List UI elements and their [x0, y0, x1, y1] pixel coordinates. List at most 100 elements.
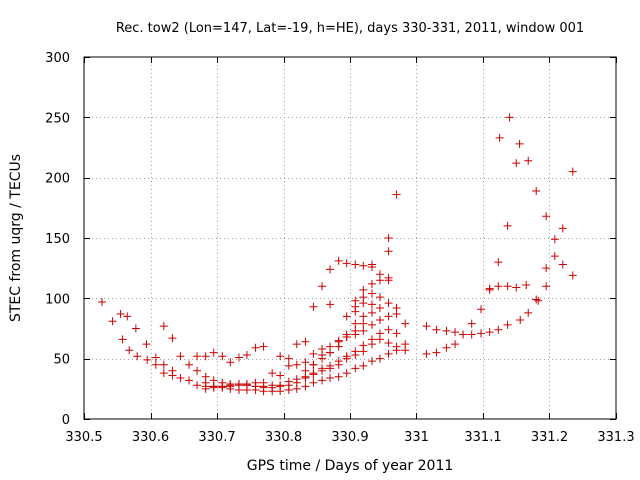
data-point	[384, 247, 393, 256]
data-point	[375, 303, 384, 312]
data-point	[494, 258, 503, 267]
data-point	[176, 373, 185, 382]
data-point	[384, 299, 393, 308]
data-point	[326, 361, 335, 370]
data-point	[309, 360, 318, 369]
data-point	[334, 372, 343, 381]
data-point	[359, 261, 368, 270]
x-tick-label: 330.6	[132, 430, 169, 445]
data-point	[116, 310, 125, 319]
data-point	[516, 316, 525, 325]
data-point	[532, 186, 541, 195]
data-point	[359, 312, 368, 321]
data-point	[477, 305, 486, 314]
data-point	[359, 341, 368, 350]
data-point	[367, 300, 376, 309]
data-point	[359, 319, 368, 328]
data-point	[131, 324, 140, 333]
data-point	[351, 319, 360, 328]
data-point	[568, 167, 577, 176]
data-point	[558, 260, 567, 269]
data-point	[209, 348, 218, 357]
data-point	[359, 285, 368, 294]
data-point	[367, 262, 376, 271]
data-point	[542, 264, 551, 273]
data-point	[542, 212, 551, 221]
data-point	[342, 259, 351, 268]
data-point	[359, 293, 368, 302]
data-point	[375, 354, 384, 363]
data-point	[451, 340, 460, 349]
data-point	[151, 353, 160, 362]
data-point	[242, 351, 251, 360]
data-point	[401, 340, 410, 349]
y-tick-label: 200	[45, 172, 70, 187]
data-point	[201, 384, 210, 393]
data-point	[226, 358, 235, 367]
data-point	[384, 276, 393, 285]
data-point	[495, 133, 504, 142]
data-point	[133, 352, 142, 361]
data-point	[524, 156, 533, 165]
data-point	[485, 285, 494, 294]
x-tick-label: 330.8	[265, 430, 302, 445]
data-point	[268, 381, 277, 390]
data-point	[550, 235, 559, 244]
data-point	[375, 293, 384, 302]
data-point	[193, 366, 202, 375]
data-point	[534, 296, 543, 305]
axis-ticks: 330.5 330.6 330.7 330.8 330.9 331 331.1 331.2 33…	[45, 51, 634, 445]
x-tick-label: 331.2	[531, 430, 568, 445]
data-point	[532, 295, 541, 304]
y-tick-label: 50	[53, 353, 70, 368]
data-point	[318, 366, 327, 375]
data-point	[524, 308, 533, 317]
data-point	[505, 113, 514, 122]
data-point	[301, 382, 310, 391]
data-point	[168, 371, 177, 380]
y-tick-label: 100	[45, 292, 70, 307]
data-point	[375, 316, 384, 325]
data-point	[292, 360, 301, 369]
data-point	[284, 377, 293, 386]
data-point	[503, 221, 512, 230]
data-point	[375, 329, 384, 338]
data-point	[193, 352, 202, 361]
data-point	[467, 330, 476, 339]
data-point	[326, 348, 335, 357]
data-point	[422, 322, 431, 331]
data-point	[384, 312, 393, 321]
data-point	[351, 364, 360, 373]
data-point	[392, 329, 401, 338]
data-point	[459, 330, 468, 339]
data-point	[318, 354, 327, 363]
data-point	[432, 325, 441, 334]
data-point	[123, 312, 132, 321]
data-point	[384, 349, 393, 358]
data-point	[515, 139, 524, 148]
data-point	[384, 325, 393, 334]
data-point	[309, 378, 318, 387]
data-point	[367, 289, 376, 298]
data-point	[359, 326, 368, 335]
data-point	[326, 373, 335, 382]
x-tick-label: 331.1	[464, 430, 501, 445]
data-points	[97, 113, 577, 396]
data-point	[334, 337, 343, 346]
data-point	[301, 366, 310, 375]
data-point	[97, 297, 106, 306]
data-point	[301, 337, 310, 346]
data-point	[351, 326, 360, 335]
data-point	[151, 360, 160, 369]
data-point	[326, 300, 335, 309]
y-tick-label: 300	[45, 51, 70, 66]
x-tick-label: 330.9	[331, 430, 368, 445]
data-point	[276, 381, 285, 390]
data-point	[259, 342, 268, 351]
data-point	[276, 352, 285, 361]
data-point	[342, 330, 351, 339]
data-point	[284, 354, 293, 363]
data-point	[342, 352, 351, 361]
data-point	[392, 190, 401, 199]
